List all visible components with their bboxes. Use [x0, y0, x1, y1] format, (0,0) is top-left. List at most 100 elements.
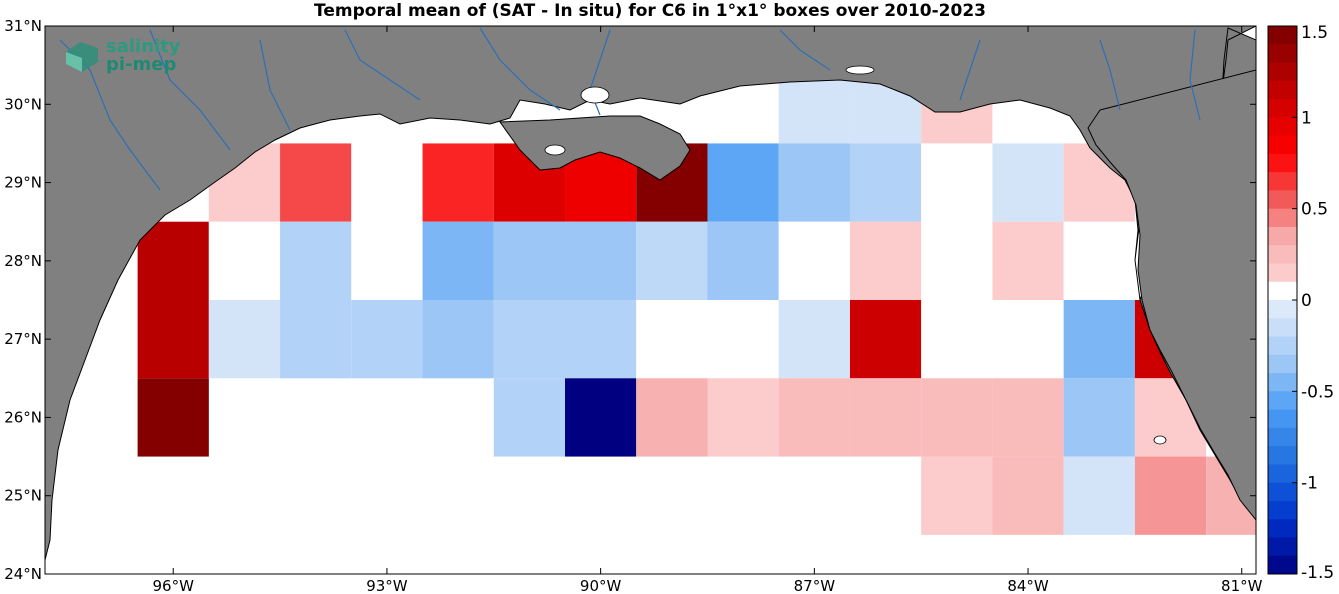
x-tick-label: 93°W	[366, 577, 408, 594]
heatmap-cell	[992, 378, 1064, 457]
colorbar-segment	[1268, 336, 1297, 356]
heatmap-cell	[1063, 456, 1135, 535]
heatmap-cell	[137, 300, 209, 379]
heatmap-cell	[137, 378, 209, 457]
land-florida	[1087, 69, 1256, 521]
heatmap-cell	[707, 143, 779, 222]
heatmap-cells	[137, 65, 1256, 535]
y-tick-label: 29°N	[4, 174, 42, 192]
heatmap-cell	[707, 378, 779, 457]
lakes	[544, 65, 1167, 445]
x-tick-label: 96°W	[153, 577, 195, 594]
colorbar-segment	[1268, 300, 1297, 319]
colorbar-segment	[1268, 318, 1297, 338]
heatmap-cell	[921, 456, 993, 535]
heatmap-cell	[921, 300, 993, 379]
heatmap-cell	[1134, 456, 1207, 535]
heatmap-cell	[565, 378, 637, 457]
heatmap-cell	[208, 221, 281, 300]
y-tick-label: 26°N	[4, 408, 42, 426]
heatmap-cell	[992, 456, 1064, 535]
y-axis: 31°N 30°N 29°N 28°N 27°N 26°N 25°N 24°N	[4, 17, 1256, 583]
heatmap-cell	[636, 378, 708, 457]
colorbar	[1268, 26, 1297, 575]
mississippi-delta	[499, 115, 691, 181]
heatmap-cell	[778, 300, 850, 379]
colorbar-segment	[1268, 245, 1297, 264]
heatmap-cell	[849, 300, 922, 379]
colorbar-segment	[1268, 519, 1297, 538]
colorbar-segment	[1268, 226, 1297, 246]
heatmap-cell	[422, 221, 494, 300]
y-tick-label: 28°N	[4, 252, 42, 270]
colorbar-segment	[1268, 263, 1297, 283]
heatmap-cell	[493, 221, 566, 300]
heatmap-cell	[992, 300, 1064, 379]
colorbar-segment	[1268, 409, 1297, 429]
heatmap-cell	[921, 143, 993, 222]
heatmap-cell	[707, 221, 779, 300]
heatmap-cell	[280, 221, 352, 300]
colorbar-tick-label: 1	[1301, 108, 1312, 128]
logo-text-line1: salinity	[106, 36, 181, 57]
colorbar-segment	[1268, 555, 1297, 575]
colorbar-segment	[1268, 117, 1297, 137]
colorbar-segment	[1268, 281, 1297, 301]
heatmap-cell	[208, 300, 281, 379]
logo: salinity pi-mep	[62, 36, 192, 84]
heatmap-cell	[778, 143, 850, 222]
heatmap-cell	[351, 143, 423, 222]
colorbar-segment	[1268, 446, 1297, 465]
colorbar-ticks: 1.5 1 0.5 0 -0.5 -1 -1.5	[1292, 23, 1334, 583]
x-tick-label: 90°W	[580, 577, 622, 594]
colorbar-segment	[1268, 153, 1297, 173]
x-axis: 96°W 93°W 90°W 87°W 84°W 81°W	[153, 26, 1263, 594]
colorbar-tick-label: -1.5	[1301, 563, 1334, 583]
heatmap-cell	[636, 221, 708, 300]
colorbar-tick-label: -1	[1301, 474, 1318, 494]
logo-text-line2: pi-mep	[106, 54, 177, 75]
colorbar-segment	[1268, 44, 1297, 64]
heatmap-cell	[351, 300, 423, 379]
colorbar-segment	[1268, 354, 1297, 374]
chart-title: Temporal mean of (SAT - In situ) for C6 …	[314, 1, 986, 21]
heatmap-cell	[778, 221, 850, 300]
heatmap-cell	[636, 300, 708, 379]
colorbar-segment	[1268, 482, 1297, 502]
x-tick-label: 87°W	[794, 577, 836, 594]
colorbar-tick-label: 0.5	[1301, 200, 1328, 220]
heatmap-cell	[280, 143, 352, 222]
colorbar-segment	[1268, 62, 1297, 82]
heatmap-cell	[849, 221, 922, 300]
colorbar-segment	[1268, 80, 1297, 100]
heatmap-cell	[992, 221, 1064, 300]
heatmap-cell	[1063, 221, 1135, 300]
heatmap-cell	[137, 221, 209, 300]
logo-mark-icon	[66, 42, 98, 72]
y-tick-label: 24°N	[4, 565, 42, 583]
y-tick-label: 25°N	[4, 487, 42, 505]
heatmap-cell	[849, 378, 922, 457]
colorbar-segment	[1268, 537, 1297, 557]
colorbar-segment	[1268, 26, 1297, 45]
heatmap-cell	[921, 378, 993, 457]
heatmap-cell	[778, 378, 850, 457]
heatmap-cell	[422, 143, 494, 222]
colorbar-segment	[1268, 99, 1297, 118]
heatmap-cell	[707, 300, 779, 379]
colorbar-segment	[1268, 172, 1297, 191]
heatmap-cell	[1063, 300, 1135, 379]
colorbar-segment	[1268, 208, 1297, 228]
heatmap-cell	[849, 143, 922, 222]
colorbar-tick-label: -0.5	[1301, 382, 1334, 402]
colorbar-segment	[1268, 135, 1297, 155]
x-tick-label: 81°W	[1221, 577, 1263, 594]
colorbar-segment	[1268, 500, 1297, 520]
colorbar-segment	[1268, 427, 1297, 447]
colorbar-tick-label: 0	[1301, 291, 1312, 311]
heatmap-cell	[921, 221, 993, 300]
heatmap-cell	[422, 300, 494, 379]
colorbar-segment	[1268, 190, 1297, 210]
plot-frame	[44, 25, 1257, 575]
